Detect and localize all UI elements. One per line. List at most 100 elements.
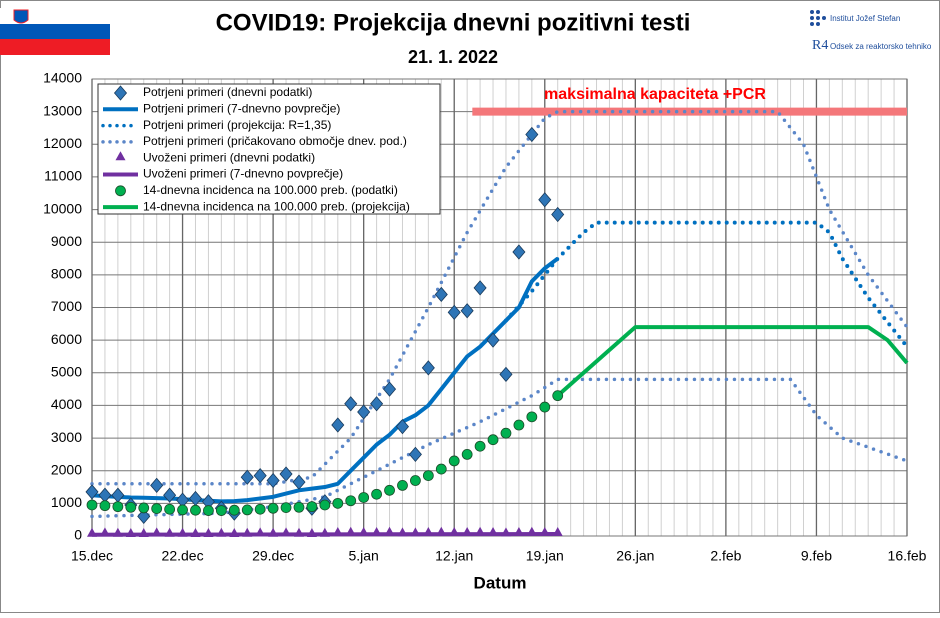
circle-marker <box>345 495 357 507</box>
diamond-marker <box>150 477 164 494</box>
diamond-marker <box>447 304 461 321</box>
triangle-marker <box>358 527 369 537</box>
triangle-marker <box>449 527 460 537</box>
circle-marker <box>228 504 240 516</box>
circle-marker <box>99 500 111 512</box>
circle-marker <box>500 427 512 439</box>
circle-marker <box>306 501 318 513</box>
triangle-marker <box>203 528 214 538</box>
legend-label: Potrjeni primeri (dnevni podatki) <box>143 85 312 99</box>
x-tick-label: 19.jan <box>526 548 564 564</box>
dotted-line <box>503 220 909 349</box>
diamond-marker <box>137 508 151 525</box>
diamond-marker <box>292 474 306 490</box>
circle-marker <box>397 480 408 491</box>
triangle-marker <box>319 527 330 537</box>
y-tick-label: 4000 <box>51 396 82 412</box>
circle-marker <box>138 502 150 514</box>
circle-marker <box>177 504 188 516</box>
diamond-marker <box>85 484 99 500</box>
diamond-marker <box>525 126 539 143</box>
line <box>556 325 909 398</box>
triangle-marker <box>164 527 175 537</box>
triangle-marker <box>99 527 110 537</box>
circle-marker <box>539 401 551 413</box>
triangle-marker <box>216 527 227 537</box>
circle-marker <box>332 497 344 509</box>
diamond-marker <box>460 303 474 319</box>
circle-marker <box>86 499 98 511</box>
y-tick-label: 12000 <box>43 135 82 151</box>
diamond-marker <box>266 472 280 489</box>
circle-marker <box>448 455 460 467</box>
y-tick-label: 10000 <box>43 200 82 216</box>
y-tick-label: 7000 <box>51 298 82 314</box>
x-tick-label: 29.dec <box>252 548 294 564</box>
triangle-marker <box>293 527 304 537</box>
x-tick-label: 16.feb <box>888 548 927 564</box>
y-tick-label: 6000 <box>51 331 82 347</box>
circle-marker <box>513 419 525 431</box>
diamond-marker <box>279 466 293 482</box>
circle-marker <box>151 503 163 514</box>
triangle-marker <box>87 527 97 537</box>
legend: Potrjeni primeri (dnevni podatki) Potrjen… <box>97 83 441 215</box>
diamond-marker <box>486 332 500 348</box>
diamond-marker <box>512 244 526 260</box>
triangle-marker <box>125 528 136 538</box>
y-tick-label: 1000 <box>51 494 82 510</box>
diamond-marker <box>538 192 552 208</box>
circle-marker <box>319 499 331 511</box>
triangle-marker <box>190 528 201 538</box>
triangle-marker <box>306 528 317 538</box>
legend-box <box>97 83 441 215</box>
legend-label: Potrjeni primeri (pričakovano območje dn… <box>143 134 407 148</box>
dotted-line <box>90 109 909 486</box>
department: Odsek za reaktorsko tehniko <box>830 42 932 51</box>
circle-marker <box>203 505 214 516</box>
circle-marker <box>115 185 126 197</box>
legend-label: 14-dnevna incidenca na 100.000 preb. (po… <box>143 183 398 197</box>
triangle-marker <box>513 527 524 537</box>
triangle-marker <box>384 526 395 536</box>
legend-label: Uvoženi primeri (7-dnevno povprečje) <box>143 167 343 181</box>
legend-label: 14-dnevna incidenca na 100.000 preb. (pr… <box>143 199 410 213</box>
triangle-marker <box>539 527 550 537</box>
legend-label: Uvoženi primeri (dnevni podatki) <box>143 150 315 164</box>
triangle-marker <box>112 527 123 537</box>
legend-label: Potrjeni primeri (projekcija: R=1,35) <box>143 118 331 132</box>
circle-marker <box>384 484 395 496</box>
diamond-marker <box>499 366 513 383</box>
triangle-marker <box>115 151 126 161</box>
circle-marker <box>215 505 227 516</box>
diamond-marker <box>383 381 397 397</box>
triangle-marker <box>475 526 486 536</box>
legend-label: Potrjeni primeri (7-dnevno povprečje) <box>143 101 340 115</box>
x-tick-label: 9.feb <box>801 548 832 564</box>
y-tick-label: 0 <box>74 527 82 543</box>
diamond-marker <box>473 280 487 296</box>
y-tick-label: 14000 <box>43 70 82 86</box>
diamond-marker <box>344 396 358 412</box>
y-tick-label: 11000 <box>44 168 82 184</box>
x-tick-label: 12.jan <box>435 548 473 564</box>
diamond-marker <box>253 467 267 484</box>
circle-marker <box>267 502 279 514</box>
y-tick-label: 8000 <box>51 266 82 282</box>
chart-title: COVID19: Projekcija dnevni pozitivni tes… <box>216 9 691 36</box>
circle-marker <box>293 501 305 513</box>
circle-marker <box>280 502 292 514</box>
triangle-marker <box>345 526 356 536</box>
triangle-marker <box>138 528 149 538</box>
circle-marker <box>112 501 124 513</box>
x-tick-label: 5.jan <box>348 548 378 564</box>
dotted-line <box>90 377 909 519</box>
triangle-marker <box>552 527 563 537</box>
triangle-marker <box>255 527 266 537</box>
circle-marker <box>474 440 486 452</box>
circle-marker <box>358 492 370 503</box>
circle-marker <box>410 475 421 486</box>
circle-marker <box>164 503 176 515</box>
logo-r4: R4 <box>812 38 828 53</box>
